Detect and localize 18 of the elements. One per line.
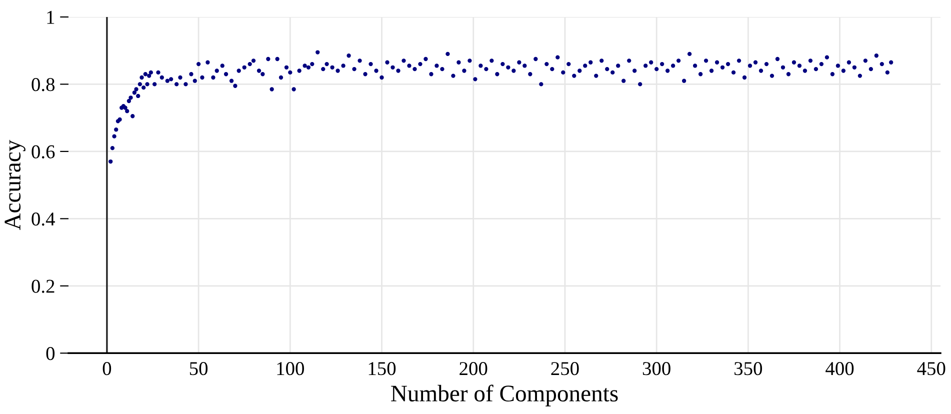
x-tick-label: 50 bbox=[190, 362, 208, 376]
x-tick-label: 300 bbox=[642, 362, 670, 376]
x-tick-label: 250 bbox=[551, 362, 579, 376]
x-tick-label: 0 bbox=[102, 362, 112, 376]
y-tick-label: 0 bbox=[46, 346, 55, 360]
y-axis-title: Accuracy bbox=[4, 140, 26, 230]
y-tick-label: 1 bbox=[47, 10, 54, 24]
x-tick-label: 100 bbox=[277, 362, 304, 376]
y-tick-label: 0.4 bbox=[32, 212, 55, 226]
y-tick-label: 0.8 bbox=[32, 78, 55, 92]
x-tick-label: 200 bbox=[460, 362, 488, 376]
y-tick-label: 0.6 bbox=[32, 145, 55, 158]
x-tick-label: 400 bbox=[826, 362, 854, 376]
x-axis-title: Number of Components bbox=[391, 384, 618, 406]
x-tick-label: 350 bbox=[734, 362, 762, 376]
x-tick-label: 450 bbox=[917, 362, 946, 376]
x-tick-label: 150 bbox=[368, 362, 396, 376]
y-tick-label: 0.2 bbox=[32, 280, 54, 293]
